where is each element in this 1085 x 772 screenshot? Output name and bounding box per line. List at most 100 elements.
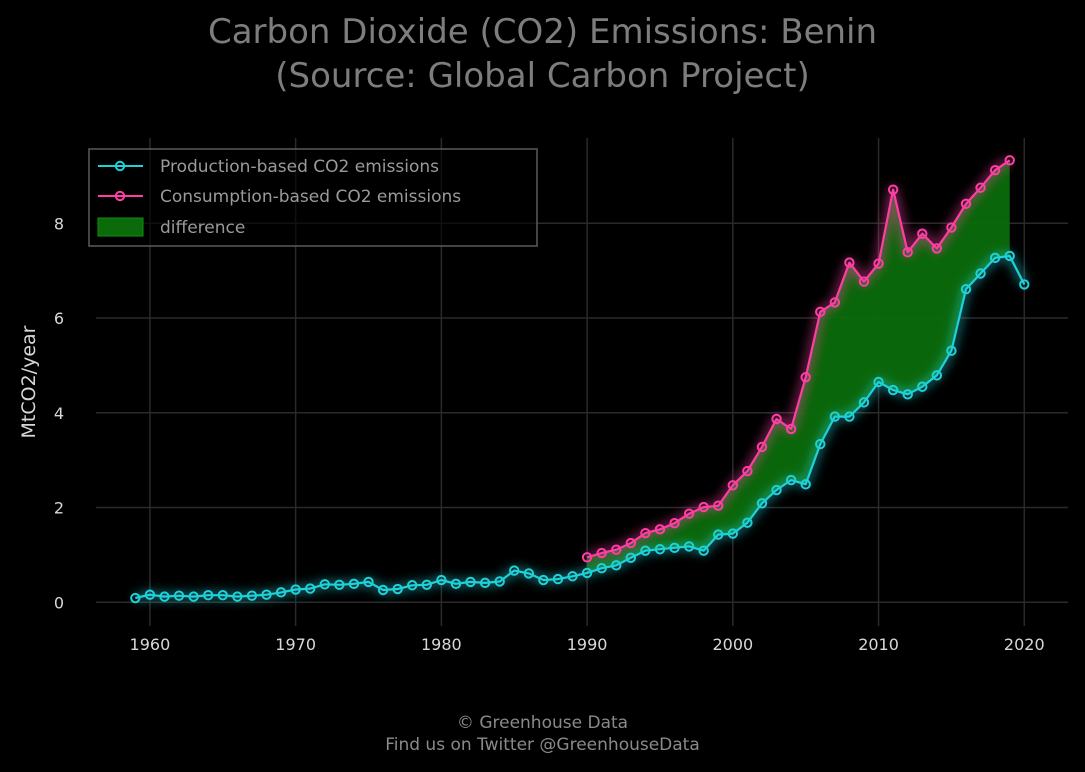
consumption-point [887,184,899,195]
consumption-point [800,372,811,383]
consumption-point [640,527,651,539]
x-tick-label: 2020 [1004,635,1045,654]
production-point [538,574,549,586]
consumption-point [815,306,826,318]
production-point [742,517,753,528]
production-point [290,584,301,595]
production-point [363,576,374,588]
x-tick-label: 1970 [275,635,316,654]
consumption-point [946,222,957,233]
consumption-point [1004,155,1015,166]
production-point [960,283,972,295]
production-point [188,591,199,602]
production-point [1019,279,1030,290]
production-point [246,590,258,601]
chart-title-line2: (Source: Global Carbon Project) [275,56,810,96]
consumption-point [654,524,666,535]
production-point [946,345,957,356]
chart-title-line1: Carbon Dioxide (CO2) Emissions: Benin [207,12,878,52]
production-point [917,381,928,392]
production-point [407,580,418,591]
production-point [683,541,695,552]
consumption-point [785,423,797,435]
series-markers-layer [130,155,1030,604]
difference-area-layer [587,160,1010,573]
consumption-point [858,276,870,287]
production-point [377,584,389,596]
consumption-point [989,165,1001,176]
grid-lines [96,138,1068,626]
production-point [713,529,724,540]
production-point [159,591,170,602]
consumption-point [975,182,986,193]
production-point [829,411,841,422]
legend-difference-label: difference [160,218,245,238]
production-point [173,590,185,601]
production-point [275,587,287,598]
y-tick-label: 2 [54,499,64,518]
production-point [494,576,505,587]
consumption-point [931,243,943,254]
production-point [392,583,403,595]
production-point [450,578,462,590]
production-point [611,560,622,571]
production-point [771,484,782,496]
production-point [596,562,607,574]
production-point [800,479,811,490]
consumption-point [581,552,593,563]
production-point [698,545,709,556]
production-point [640,545,651,556]
legend-box [88,148,538,247]
legend-difference-swatch [97,217,144,237]
production-point [348,578,360,590]
production-point [217,590,228,601]
x-tick-label: 2010 [858,635,899,654]
consumption-point [742,465,753,477]
consumption-point [960,198,972,210]
consumption-point [683,508,695,519]
consumption-point [873,258,884,269]
production-point [669,542,680,554]
legend-consumption-marker [114,190,126,202]
production-point [654,544,666,555]
production-point [989,252,1001,264]
production-point [785,474,797,486]
production-point [232,591,243,602]
production-point [261,589,272,600]
production-point [479,577,491,589]
consumption-point [771,413,782,425]
legend-production-label: Production-based CO2 emissions [160,157,439,177]
consumption-point [625,537,637,549]
production-point [523,568,535,579]
footer-twitter: Find us on Twitter @GreenhouseData [385,735,700,755]
production-point [727,528,739,539]
consumption-point [611,544,622,555]
production-point [858,397,870,408]
y-tick-label: 6 [54,309,64,328]
production-point [319,579,330,590]
production-point [567,571,578,582]
production-point [552,573,564,585]
y-tick-label: 8 [54,214,64,233]
production-point [1004,250,1015,262]
consumption-point [902,246,913,258]
production-point [887,384,899,396]
production-point [305,583,316,594]
production-point [873,376,884,388]
production-point [144,589,156,600]
difference-area [587,160,1010,573]
consumption-point [917,228,928,239]
production-point [815,438,826,450]
consumption-point [698,501,709,513]
consumption-point [756,441,768,453]
consumption-point [844,257,855,268]
y-tick-label: 0 [54,593,64,612]
production-point [334,579,345,590]
consumption-point [829,297,841,308]
production-point [130,592,141,604]
production-point [436,574,447,586]
production-point [756,498,768,509]
consumption-point [669,517,680,529]
x-tick-label: 2000 [712,635,753,654]
x-tick-label: 1990 [567,635,608,654]
